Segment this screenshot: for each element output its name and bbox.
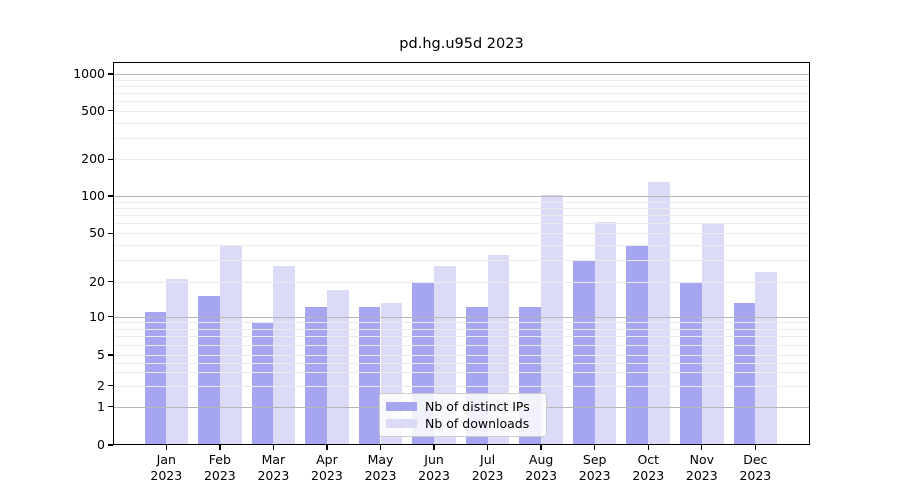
minor-gridline-60 xyxy=(113,223,810,225)
bar-nb-of-distinct-ips-jan xyxy=(144,311,167,445)
y-axis-label-0: 0 xyxy=(97,437,105,452)
y-axis-tick-50 xyxy=(108,232,113,234)
bar-nb-of-distinct-ips-mar xyxy=(251,322,274,445)
x-axis-tick-oct xyxy=(647,445,649,450)
legend-swatch-icon xyxy=(386,419,417,429)
y-axis-label-5: 5 xyxy=(97,347,105,362)
x-axis-tick-aug xyxy=(540,445,542,450)
minor-gridline-700 xyxy=(113,92,810,94)
x-axis-tick-may xyxy=(379,445,382,450)
x-axis-tick-feb xyxy=(219,445,221,450)
x-axis-label-may: May 2023 xyxy=(364,452,397,483)
x-axis-label-dec: Dec 2023 xyxy=(739,452,772,483)
x-axis-label-jun: Jun 2023 xyxy=(418,452,450,483)
x-axis-tick-sep xyxy=(594,445,596,450)
x-axis-label-aug: Aug 2023 xyxy=(525,452,558,483)
y-axis-label-200: 200 xyxy=(81,151,105,167)
x-axis-tick-jul xyxy=(486,445,489,450)
legend-label: Nb of distinct IPs xyxy=(425,398,530,414)
minor-gridline-4 xyxy=(113,362,810,364)
bar-nb-of-distinct-ips-apr xyxy=(305,307,327,445)
legend-entry: Nb of downloads xyxy=(386,416,540,431)
minor-gridline-300 xyxy=(113,137,810,139)
minor-gridline-600 xyxy=(113,101,810,103)
minor-gridline-50 xyxy=(113,233,810,235)
major-gridline-100 xyxy=(113,196,810,197)
y-axis-tick-1 xyxy=(108,406,113,408)
x-axis-tick-mar xyxy=(272,445,275,450)
minor-gridline-500 xyxy=(113,110,810,112)
minor-gridline-7 xyxy=(113,336,810,338)
minor-gridline-40 xyxy=(113,245,810,247)
x-axis-label-feb: Feb 2023 xyxy=(203,452,236,483)
bar-nb-of-downloads-aug xyxy=(541,195,563,445)
minor-gridline-30 xyxy=(113,260,810,262)
minor-gridline-9 xyxy=(113,322,810,324)
minor-gridline-200 xyxy=(113,159,810,161)
y-axis-tick-10 xyxy=(108,315,113,318)
y-axis-tick-0 xyxy=(108,444,113,446)
minor-gridline-3 xyxy=(113,372,810,374)
y-axis-label-1: 1 xyxy=(97,398,105,414)
x-axis-label-jan: Jan 2023 xyxy=(150,452,183,483)
bar-nb-of-distinct-ips-may xyxy=(358,307,381,445)
minor-gridline-2 xyxy=(113,385,810,387)
y-axis-label-1000: 1000 xyxy=(73,66,105,81)
minor-gridline-70 xyxy=(113,215,810,217)
y-axis-tick-1000 xyxy=(108,73,113,75)
x-axis-tick-apr xyxy=(326,445,328,450)
minor-gridline-8 xyxy=(113,328,810,330)
minor-gridline-800 xyxy=(113,85,810,87)
y-axis-tick-20 xyxy=(108,281,113,283)
x-axis-label-mar: Mar 2023 xyxy=(257,452,290,483)
x-axis-tick-dec xyxy=(754,445,757,450)
x-axis-label-apr: Apr 2023 xyxy=(311,452,343,483)
minor-gridline-400 xyxy=(113,122,810,124)
x-axis-tick-jun xyxy=(433,445,435,450)
y-axis-label-500: 500 xyxy=(81,102,105,118)
y-axis-tick-500 xyxy=(108,110,113,112)
y-axis-label-50: 50 xyxy=(89,225,105,241)
y-axis-tick-5 xyxy=(108,354,113,356)
bar-nb-of-distinct-ips-dec xyxy=(733,303,756,445)
bar-nb-of-downloads-oct xyxy=(648,182,671,445)
y-axis-tick-200 xyxy=(108,158,113,160)
y-axis-label-2: 2 xyxy=(97,377,105,393)
x-axis-label-nov: Nov 2023 xyxy=(685,452,718,483)
bar-nb-of-downloads-apr xyxy=(326,289,349,445)
x-axis-label-oct: Oct 2023 xyxy=(632,452,665,483)
y-axis-tick-100 xyxy=(108,195,113,197)
bar-nb-of-downloads-nov xyxy=(701,223,724,445)
bar-nb-of-downloads-jan xyxy=(166,279,189,445)
legend-label: Nb of downloads xyxy=(425,416,530,432)
bar-nb-of-downloads-sep xyxy=(594,221,617,445)
y-axis-label-10: 10 xyxy=(89,308,105,324)
y-axis-label-20: 20 xyxy=(89,273,105,289)
x-axis-label-jul: Jul 2023 xyxy=(471,452,504,483)
minor-gridline-80 xyxy=(113,208,810,209)
major-gridline-1000 xyxy=(113,74,810,75)
minor-gridline-90 xyxy=(113,201,810,203)
bar-nb-of-distinct-ips-sep xyxy=(572,260,595,445)
minor-gridline-900 xyxy=(113,79,810,81)
bar-nb-of-distinct-ips-feb xyxy=(198,296,220,445)
x-axis-label-sep: Sep 2023 xyxy=(578,452,611,483)
minor-gridline-20 xyxy=(113,281,810,283)
chart-legend: Nb of distinct IPs Nb of downloads xyxy=(379,393,547,437)
y-axis-tick-2 xyxy=(108,385,113,387)
x-axis-tick-jan xyxy=(165,445,167,450)
minor-gridline-5 xyxy=(113,355,810,356)
y-axis-label-100: 100 xyxy=(81,188,105,203)
minor-gridline-6 xyxy=(113,344,810,346)
chart-title: pd.hg.u95d 2023 xyxy=(399,36,524,52)
bar-nb-of-downloads-dec xyxy=(755,272,778,445)
x-axis-tick-nov xyxy=(701,445,703,450)
legend-swatch-icon xyxy=(386,401,417,411)
major-gridline-10 xyxy=(113,316,810,318)
legend-entry: Nb of distinct IPs xyxy=(386,399,540,414)
